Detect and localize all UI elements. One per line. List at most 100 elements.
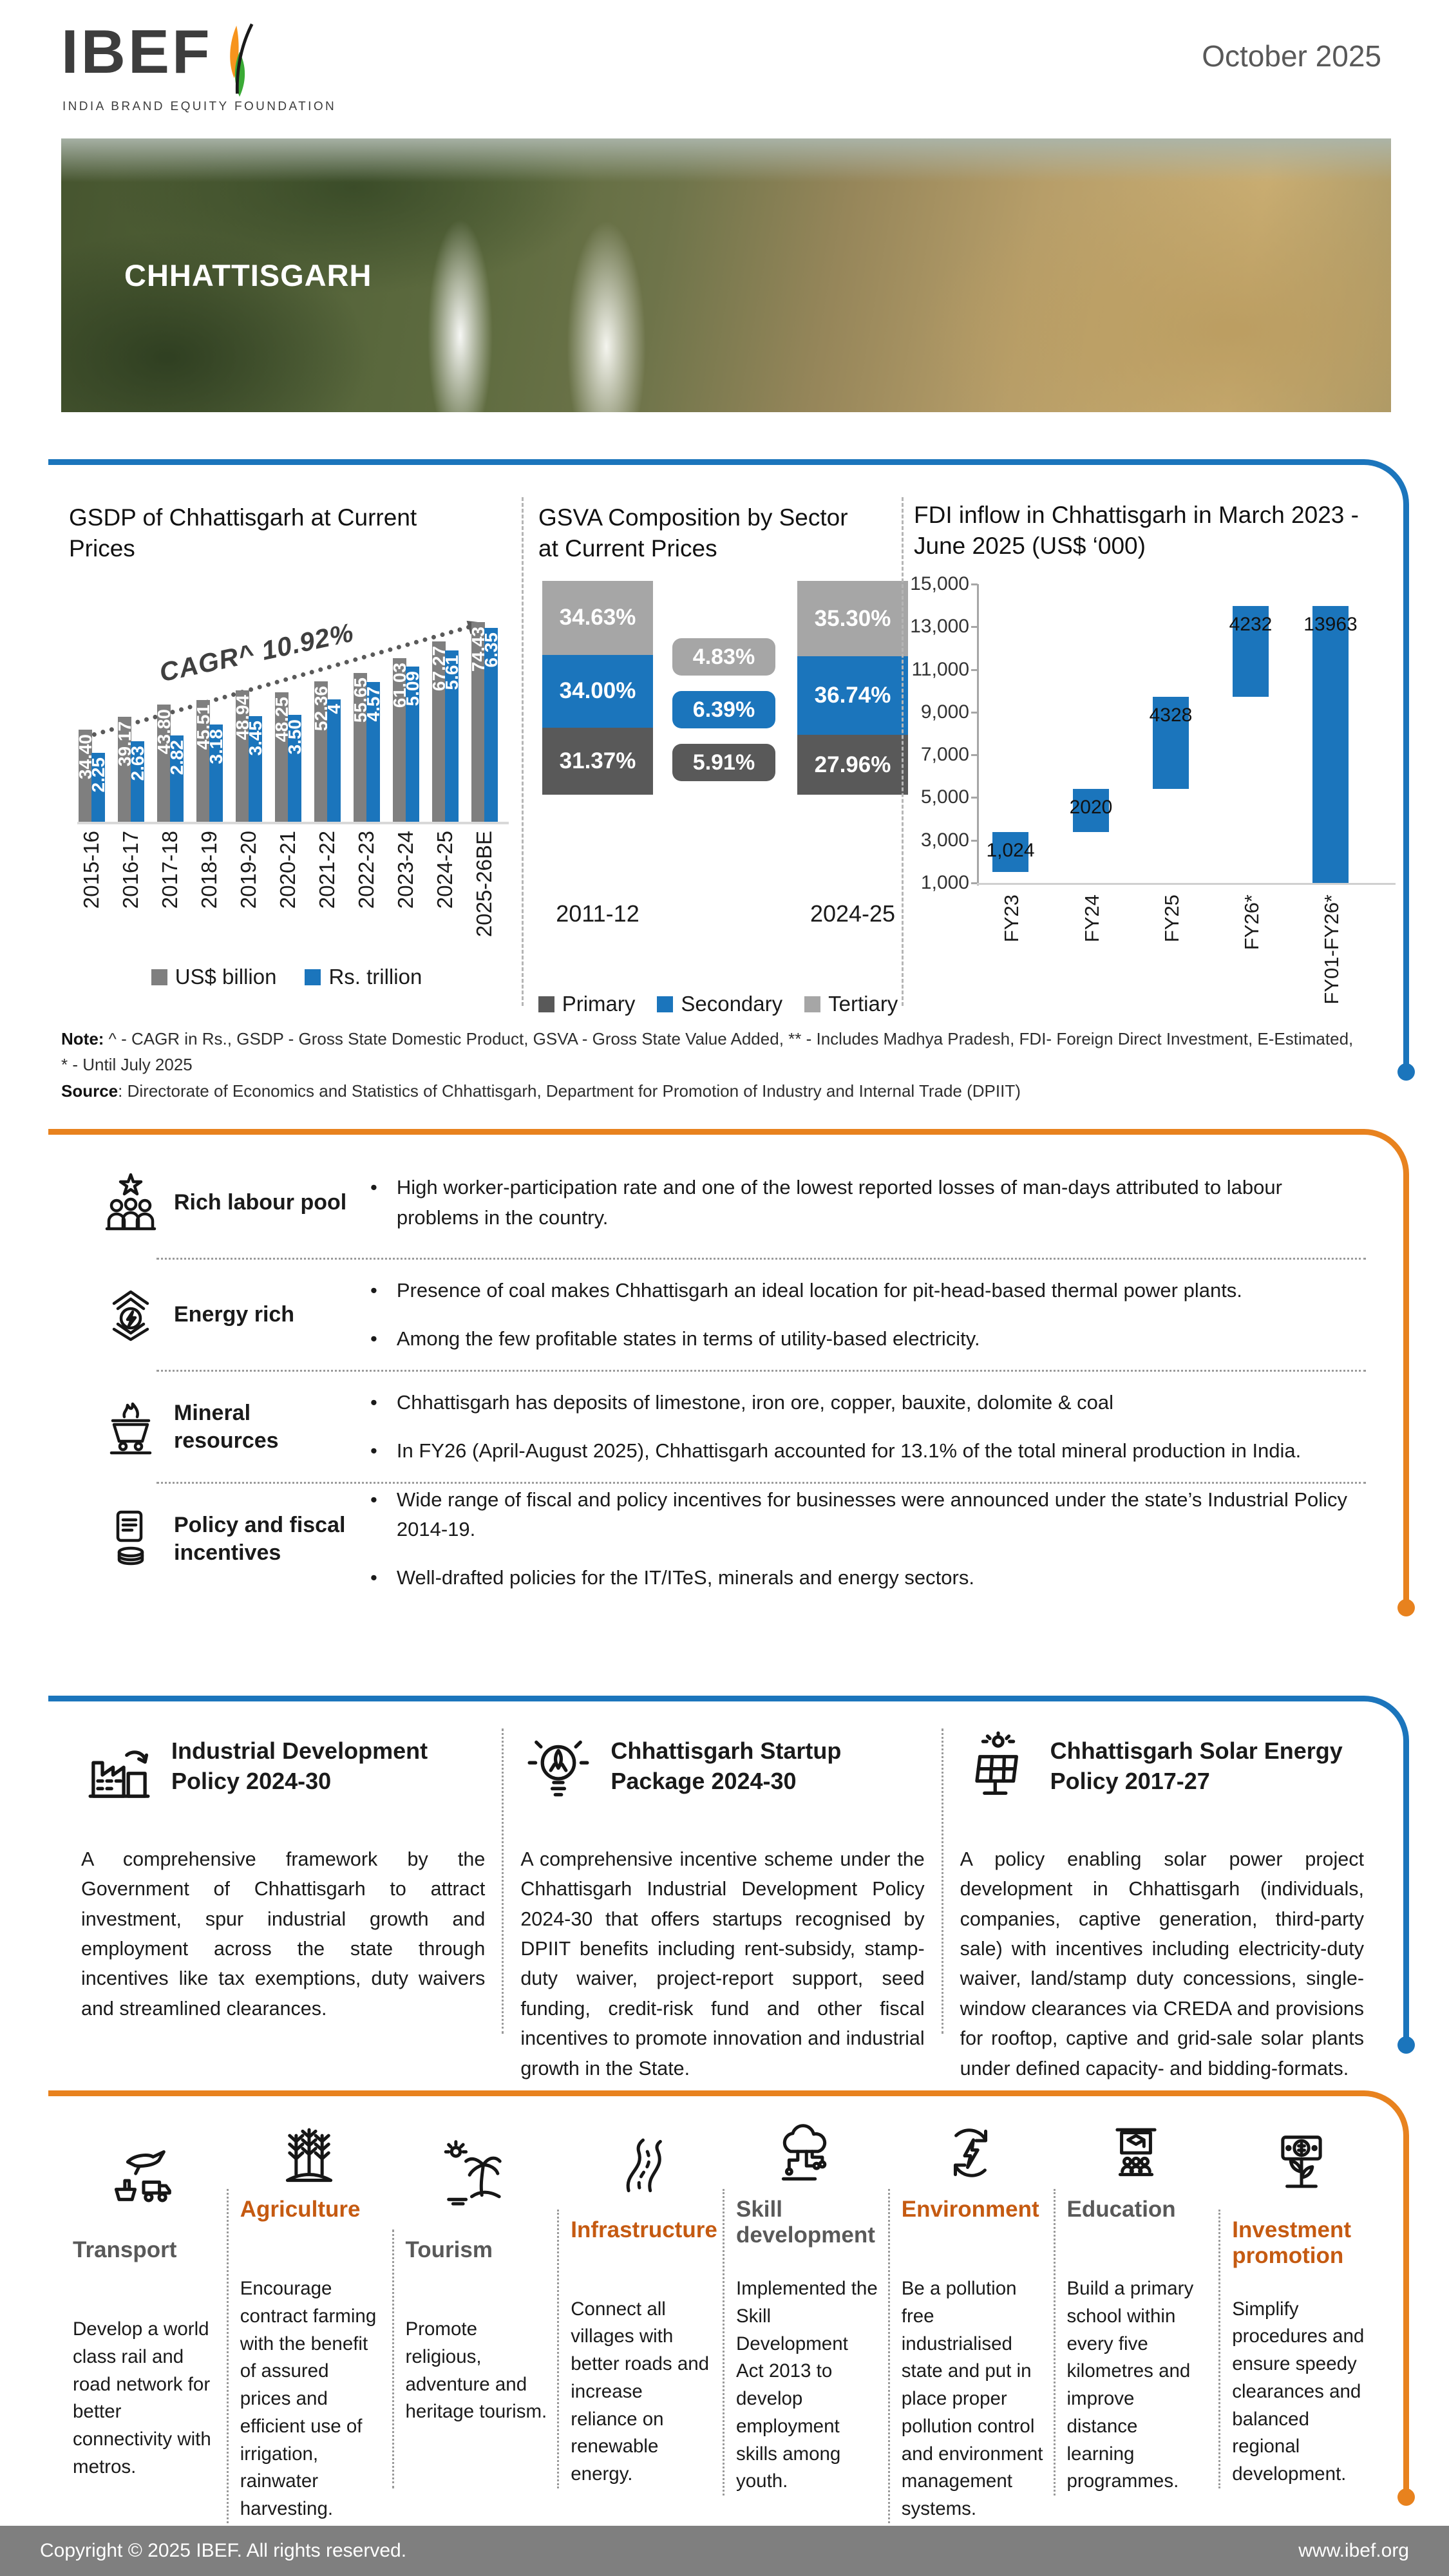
x-tick-label: 2022-23 (354, 831, 378, 909)
bullet-item: • Wide range of fiscal and policy incenti… (370, 1485, 1349, 1545)
x-tick-label: 2024-25 (433, 831, 457, 909)
x-tick-label: FY26* (1240, 895, 1263, 951)
strength-icon-box (87, 1283, 174, 1347)
bar-value: 2020 (1069, 797, 1113, 819)
sector-column: Education Build a primary school within e… (1053, 2117, 1219, 2496)
y-tick (971, 839, 978, 842)
rs-trillion-bar: 3.50 (285, 715, 305, 822)
gsva-legend: Primary Secondary Tertiary (535, 992, 902, 1016)
footer: Copyright © 2025 IBEF. All rights reserv… (0, 2526, 1449, 2576)
report-date: October 2025 (1202, 39, 1381, 73)
sector-icon-box (1218, 2117, 1384, 2210)
us-billion-bar: 34.40 (75, 729, 95, 822)
y-tick-label: 15,000 (910, 573, 969, 594)
bullet-text: Presence of coal makes Chhattisgarh an i… (396, 1279, 1242, 1302)
bullet-text: High worker-participation rate and one o… (396, 1176, 1282, 1229)
policy-header: Chhattisgarh Solar Energy Policy 2017-27 (960, 1728, 1364, 1844)
ibef-logo-tagline: INDIA BRAND EQUITY FOUNDATION (62, 100, 337, 113)
bullet-text: Chhattisgarh has deposits of limestone, … (396, 1391, 1114, 1414)
sector-description: Implemented the Skill Development Act 20… (736, 2278, 878, 2492)
energy-hands-icon (99, 1283, 163, 1347)
x-tick-label: 2011-12 (556, 900, 639, 927)
strength-title: Policy and fiscal incentives (174, 1513, 346, 1565)
gsdp-x-axis: 2015-16 2016-17 2017-18 2018-19 2019-20 2020-… (77, 831, 509, 956)
gsva-chart-title: GSVA Composition by Sector at Current Pr… (538, 504, 848, 562)
x-axis-line (977, 883, 1396, 885)
solar-panel-icon (960, 1728, 1036, 1812)
bullet-text: In FY26 (April-August 2025), Chhattisgar… (396, 1439, 1302, 1462)
y-tick-label: 13,000 (910, 616, 969, 638)
transport-icon (108, 2137, 180, 2210)
strength-row: Energy rich • Presence of coal makes Chhat… (87, 1260, 1371, 1370)
mine-cart-icon (99, 1395, 163, 1459)
legend-swatch (804, 996, 821, 1012)
legend-swatch (538, 996, 554, 1012)
bullet-marker: • (370, 1488, 377, 1511)
policy-description: A policy enabling solar power project de… (960, 1848, 1364, 2079)
y-tick (971, 626, 978, 629)
bar-value: 5.61 (441, 655, 462, 690)
strength-bullets: • Wide range of fiscal and policy incenti… (370, 1485, 1371, 1593)
industrial-factory-icon (81, 1728, 157, 1812)
legend-swatch (305, 969, 321, 985)
sector-title: Agriculture (240, 2197, 361, 2222)
education-board-icon (1100, 2117, 1172, 2189)
bullet-item: • High worker-participation rate and one … (370, 1173, 1349, 1233)
sector-icon-box (888, 2117, 1054, 2189)
bullet-marker: • (370, 1279, 377, 1302)
bullet-item: • In FY26 (April-August 2025), Chhattisga… (370, 1436, 1349, 1466)
legend-item: US$ billion (151, 965, 276, 989)
policies-section: Industrial Development Policy 2024-30 A c… (48, 1696, 1415, 2079)
sector-icon-box (1054, 2117, 1219, 2189)
bar-value: 2.63 (127, 746, 147, 781)
policies-list: Industrial Development Policy 2024-30 A c… (64, 1728, 1381, 2079)
bar-value: 6.35 (480, 632, 501, 668)
us-billion-bar: 45.51 (193, 699, 213, 822)
policy-description: A comprehensive framework by the Governm… (81, 1848, 486, 2020)
sector-description: Encourage contract farming with the bene… (240, 2278, 377, 2520)
strength-bullets: • High worker-participation rate and one … (370, 1173, 1371, 1233)
bullet-item: • Well-drafted policies for the IT/ITeS, … (370, 1563, 1349, 1593)
us-billion-bar: 48.25 (272, 692, 292, 822)
row-divider (156, 1258, 1366, 1260)
policy-scroll-money-icon (99, 1507, 163, 1571)
strength-row: Rich labour pool • High worker-participati… (87, 1148, 1371, 1258)
x-tick-label: 2023-24 (393, 831, 417, 909)
x-tick-label: 2017-18 (158, 831, 182, 909)
bullet-item: • Chhattisgarh has deposits of limestone,… (370, 1388, 1349, 1418)
policy-header: Industrial Development Policy 2024-30 (81, 1728, 485, 1844)
legend-label: Primary (562, 992, 636, 1016)
bar-value: 3.18 (205, 729, 226, 764)
y-tick-label: 9,000 (920, 701, 969, 723)
rs-trillion-bar: 3.18 (206, 724, 226, 822)
gsva-segment: 27.96% (797, 735, 908, 795)
ibef-logo: IBEF (61, 21, 263, 100)
sector-icon-box (392, 2117, 558, 2230)
y-tick (971, 797, 978, 799)
gsva-segment: 36.74% (797, 656, 908, 735)
sector-text: Investment promotion Simplify procedures … (1218, 2209, 1384, 2488)
state-title: CHHATTISGARH (124, 258, 372, 292)
strength-icon-box (87, 1171, 174, 1235)
sector-title: Transport (73, 2237, 177, 2262)
agriculture-wheat-icon (273, 2117, 345, 2189)
bar-value: 2.25 (88, 757, 108, 793)
us-billion-bar: 43.80 (154, 704, 174, 822)
bar-value: 1,024 (986, 840, 1035, 862)
us-billion-bar: 61.03 (390, 658, 410, 822)
rs-trillion-bar: 5.09 (402, 666, 422, 822)
legend-label: Secondary (681, 992, 783, 1016)
strength-icon-box (87, 1395, 174, 1459)
sector-text: Environment Be a pollution free industria… (887, 2189, 1054, 2523)
note-text: ^ - CAGR in Rs., GSDP - Gross State Dome… (61, 1029, 1354, 1075)
x-tick-label: 2024-25 (810, 900, 896, 927)
sector-icon-box (557, 2117, 723, 2210)
bullet-marker: • (370, 1176, 377, 1198)
sector-title: Environment (901, 2197, 1039, 2222)
website-link[interactable]: www.ibef.org (1298, 2540, 1409, 2561)
bar-value: 4232 (1229, 614, 1273, 636)
legend-label: Tertiary (828, 992, 898, 1016)
bullet-text: Among the few profitable states in terms… (396, 1327, 980, 1350)
fdi-bar: 1,024 (986, 832, 1035, 872)
sector-column: Environment Be a pollution free industria… (887, 2117, 1054, 2523)
